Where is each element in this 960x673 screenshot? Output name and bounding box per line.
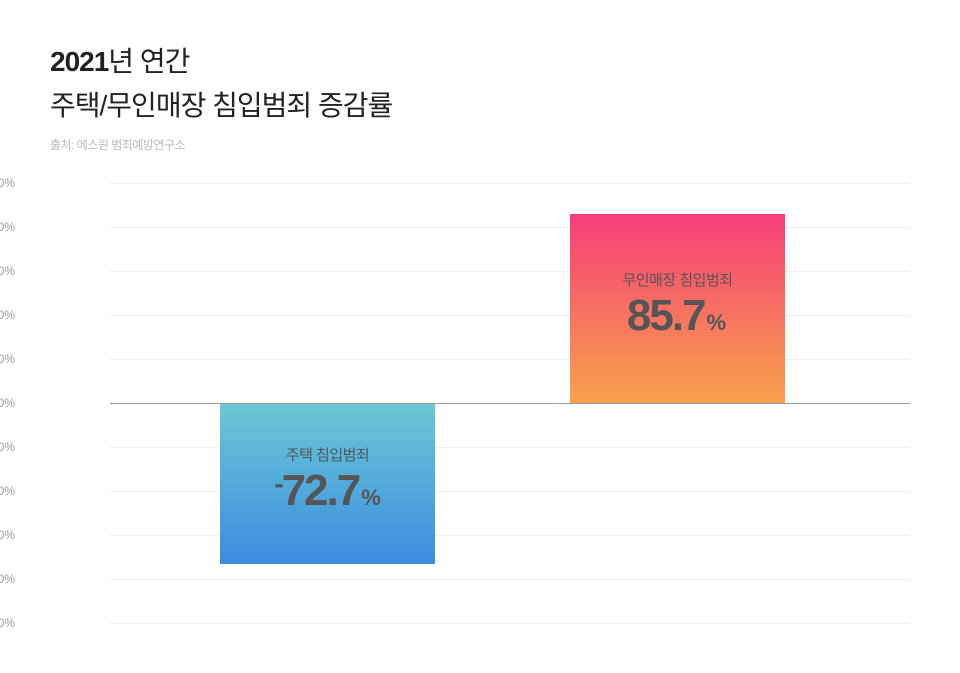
y-tick-label: -20%: [0, 440, 15, 454]
value-percent: %: [361, 485, 381, 510]
bar-value-label: 85.7%: [570, 294, 785, 338]
y-tick-label: -80%: [0, 572, 15, 586]
y-tick-label: -100%: [0, 616, 15, 630]
gridline: [110, 359, 910, 360]
bar-value-label: -72.7%: [220, 469, 435, 513]
y-tick-label: 20%: [0, 352, 15, 366]
gridline: [110, 271, 910, 272]
chart-plot-area: 100% 80% 60% 40% 20% 0% -20% -40% -60% -…: [50, 183, 910, 633]
y-tick-label: 80%: [0, 220, 15, 234]
value-number: 72.7: [282, 466, 360, 515]
gridline: [110, 623, 910, 624]
y-tick-label: -40%: [0, 484, 15, 498]
chart-title-line2: 주택/무인매장 침입범죄 증감률: [50, 84, 910, 124]
bar-category-label: 무인매장 침입범죄: [570, 269, 785, 290]
bar-housing: 주택 침입범죄 -72.7%: [220, 404, 435, 564]
value-number: 85.7: [627, 291, 705, 340]
y-tick-label: 60%: [0, 264, 15, 278]
value-percent: %: [707, 310, 727, 335]
gridline: [110, 579, 910, 580]
gridline: [110, 315, 910, 316]
bar-category-label: 주택 침입범죄: [220, 444, 435, 465]
y-tick-label: 40%: [0, 308, 15, 322]
title-line1-rest: 년 연간: [108, 46, 189, 77]
y-tick-label: 0%: [0, 396, 15, 410]
title-year: 2021: [50, 46, 108, 77]
bar-unmanned-store: 무인매장 침입범죄 85.7%: [570, 214, 785, 403]
y-tick-label: 100%: [0, 176, 15, 190]
chart-title-line1: 2021년 연간: [50, 40, 910, 80]
chart-source: 출처: 에스원 범죄예방연구소: [50, 136, 910, 153]
gridline: [110, 227, 910, 228]
gridline: [110, 183, 910, 184]
y-tick-label: -60%: [0, 528, 15, 542]
